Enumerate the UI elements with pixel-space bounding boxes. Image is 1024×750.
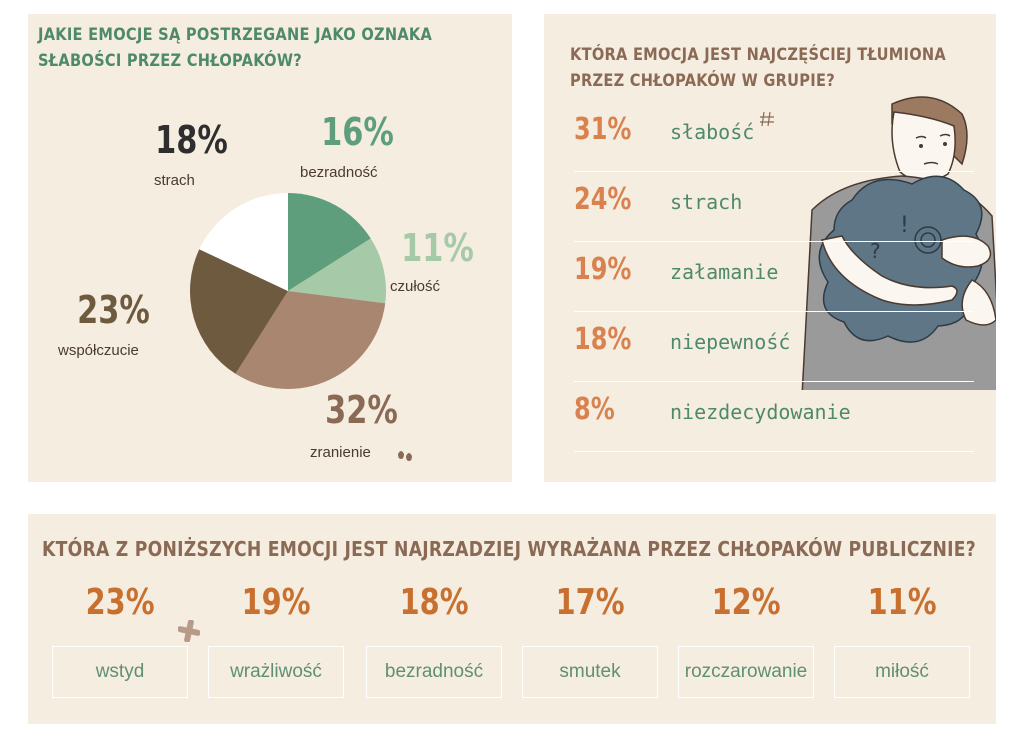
- svg-text:!: !: [900, 213, 909, 238]
- card-label-box: miłość: [834, 646, 970, 698]
- row-percent: 24%: [574, 182, 632, 217]
- row-label: niepewność: [670, 330, 791, 354]
- card-percent: 18%: [399, 582, 469, 623]
- row-label: słabość: [670, 120, 755, 144]
- hash-doodle-icon: [760, 111, 774, 127]
- list-row: 19% załamanie: [574, 242, 974, 312]
- plus-doodle-icon: [178, 620, 200, 642]
- row-label: niezdecydowanie: [670, 400, 851, 424]
- card-percent: 23%: [85, 582, 155, 623]
- pie-text-strach: strach: [154, 172, 195, 189]
- suppressed-emotions-panel: KTÓRA EMOCJA JEST NAJCZĘŚCIEJ TŁUMIONA P…: [544, 14, 996, 482]
- row-percent: 19%: [574, 252, 632, 287]
- emotion-card: 23% wstyd: [52, 582, 188, 704]
- card-percent: 19%: [241, 582, 311, 623]
- row-percent: 18%: [574, 322, 632, 357]
- emotion-card: 11% miłość: [834, 582, 970, 704]
- card-percent: 12%: [711, 582, 781, 623]
- pie-chart-panel: JAKIE EMOCJE SĄ POSTRZEGANE JAKO OZNAKA …: [28, 14, 512, 482]
- drop-icon: [406, 453, 412, 461]
- emotion-card: 12% rozczarowanie: [678, 582, 814, 704]
- row-divider: [574, 381, 974, 382]
- emotion-card: 17% smutek: [522, 582, 658, 704]
- bottom-panel-title: KTÓRA Z PONIŻSZYCH EMOCJI JEST NAJRZADZI…: [42, 537, 977, 561]
- list-panel-title: KTÓRA EMOCJA JEST NAJCZĘŚCIEJ TŁUMIONA P…: [570, 42, 946, 94]
- card-label-box: smutek: [522, 646, 658, 698]
- list-row: 31% słabość: [574, 102, 974, 172]
- boy-hugging-cloud-illustration: ? !: [801, 96, 996, 390]
- card-percent: 17%: [555, 582, 625, 623]
- pie-text-zranienie: zranienie: [310, 444, 371, 461]
- card-label-box: wstyd: [52, 646, 188, 698]
- pie-title-line-1: JAKIE EMOCJE SĄ POSTRZEGANE JAKO OZNAKA: [38, 25, 433, 45]
- list-row: 8% niezdecydowanie: [574, 382, 974, 452]
- public-expression-panel: KTÓRA Z PONIŻSZYCH EMOCJI JEST NAJRZADZI…: [28, 514, 996, 724]
- row-divider: [574, 171, 974, 172]
- pie-pct-bezradnosc: 16%: [321, 110, 394, 154]
- list-row: 24% strach: [574, 172, 974, 242]
- pie-pct-zranienie: 32%: [325, 388, 398, 432]
- pie-chart: [190, 193, 412, 461]
- pie-text-bezradnosc: bezradność: [300, 164, 378, 181]
- card-label-box: bezradność: [366, 646, 502, 698]
- pie-slice-strach: [199, 193, 288, 291]
- row-label: strach: [670, 190, 743, 214]
- pie-pct-strach: 18%: [155, 118, 228, 162]
- row-percent: 31%: [574, 112, 632, 147]
- row-label: załamanie: [670, 260, 779, 284]
- svg-text:?: ?: [870, 239, 881, 263]
- list-row: 18% niepewność: [574, 312, 974, 382]
- pie-pct-wspolczucie: 23%: [77, 288, 150, 332]
- list-title-line-1: KTÓRA EMOCJA JEST NAJCZĘŚCIEJ TŁUMIONA: [570, 45, 946, 65]
- card-label-box: rozczarowanie: [678, 646, 814, 698]
- emotion-card: 19% wrażliwość: [208, 582, 344, 704]
- row-divider: [574, 241, 974, 242]
- pie-title-line-2: SŁABOŚCI PRZEZ CHŁOPAKÓW?: [38, 51, 302, 71]
- pie-slice-współczucie: [190, 249, 288, 374]
- pie-text-czulosc: czułość: [390, 278, 441, 295]
- pie-chart-title: JAKIE EMOCJE SĄ POSTRZEGANE JAKO OZNAKA …: [38, 22, 432, 74]
- pie-pct-czulosc: 11%: [401, 226, 474, 270]
- pie-text-wspolczucie: współczucie: [58, 342, 139, 359]
- row-divider: [574, 311, 974, 312]
- list-title-line-2: PRZEZ CHŁOPAKÓW W GRUPIE?: [570, 71, 835, 91]
- row-divider: [574, 451, 974, 452]
- row-percent: 8%: [574, 392, 615, 427]
- emotion-card: 18% bezradność: [366, 582, 502, 704]
- card-label-box: wrażliwość: [208, 646, 344, 698]
- pie-slice-bezradność: [288, 193, 371, 291]
- drop-icon: [398, 451, 404, 459]
- card-percent: 11%: [867, 582, 937, 623]
- pie-slice-zranienie: [235, 291, 386, 389]
- pie-slice-czułość: [288, 238, 387, 304]
